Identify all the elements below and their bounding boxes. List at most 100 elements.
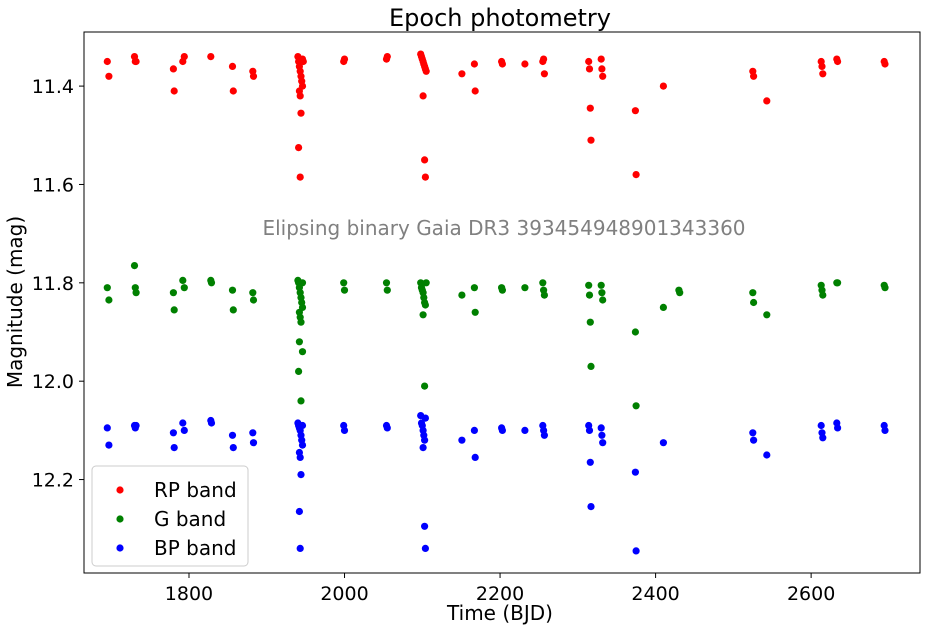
data-point: [103, 57, 111, 66]
x-tick-label: 2000: [320, 583, 368, 605]
data-point: [632, 171, 640, 179]
data-point: [586, 104, 594, 112]
x-tick-label: 2600: [787, 583, 835, 605]
data-point: [631, 328, 640, 336]
data-point: [207, 419, 216, 427]
data-point: [540, 70, 549, 78]
data-point: [834, 424, 842, 432]
data-point: [249, 289, 257, 297]
data-point: [598, 431, 606, 439]
data-point: [295, 367, 303, 375]
data-point: [521, 284, 529, 292]
data-point: [819, 434, 827, 442]
data-point: [498, 60, 506, 68]
data-point: [470, 426, 478, 434]
data-point: [297, 471, 305, 479]
data-point: [170, 87, 178, 95]
data-point: [297, 318, 305, 326]
legend-box: [91, 465, 249, 567]
data-point: [103, 424, 111, 432]
data-point: [597, 281, 605, 289]
data-point: [458, 291, 466, 299]
y-tick-label: 12.2: [32, 470, 74, 492]
legend-label: BP band: [154, 536, 236, 560]
data-point: [383, 286, 391, 294]
data-point: [763, 451, 771, 459]
data-point: [207, 279, 216, 287]
data-point: [676, 289, 684, 297]
data-point: [587, 136, 595, 144]
data-point: [763, 311, 771, 319]
data-point: [597, 55, 605, 63]
data-point: [750, 436, 758, 444]
data-point: [296, 453, 304, 461]
data-point: [298, 279, 307, 287]
data-point: [295, 144, 303, 152]
data-point: [631, 107, 640, 115]
data-point: [750, 298, 758, 307]
x-tick-label: 1800: [165, 583, 213, 605]
data-point: [298, 348, 307, 356]
data-point: [169, 65, 177, 73]
data-point: [340, 426, 349, 434]
data-point: [471, 308, 479, 316]
data-point: [419, 444, 427, 452]
data-point: [540, 431, 549, 439]
data-point: [421, 301, 429, 309]
data-point: [539, 279, 547, 287]
data-point: [599, 439, 607, 447]
data-point: [587, 503, 595, 511]
data-point: [132, 57, 140, 66]
data-point: [421, 382, 429, 390]
y-tick-label: 12.0: [32, 371, 74, 393]
data-point: [421, 436, 429, 444]
data-point: [383, 53, 391, 61]
data-point: [421, 522, 429, 530]
legend-marker: [116, 486, 124, 494]
data-point: [249, 72, 258, 80]
data-point: [470, 284, 478, 292]
data-point: [819, 291, 827, 299]
data-point: [421, 173, 429, 181]
data-point: [659, 439, 668, 447]
data-point: [659, 303, 668, 311]
data-point: [340, 55, 349, 63]
data-point: [180, 284, 188, 292]
chart-title: Epoch photometry: [389, 4, 611, 32]
data-point: [179, 419, 187, 427]
data-point: [132, 421, 140, 430]
data-point: [585, 291, 594, 299]
data-point: [834, 57, 842, 66]
data-point: [228, 62, 237, 70]
data-point: [295, 507, 303, 516]
data-point: [169, 429, 177, 437]
data-point: [597, 424, 605, 432]
data-point: [228, 286, 237, 294]
data-point: [585, 57, 593, 66]
data-point: [298, 421, 307, 430]
plot-frame: [83, 31, 921, 574]
data-point: [207, 53, 215, 61]
data-point: [229, 87, 237, 95]
data-point: [382, 279, 391, 287]
data-point: [458, 70, 466, 78]
data-point: [180, 53, 188, 61]
data-point: [763, 97, 771, 105]
x-axis-ticks: 1800 2000 2200 2400 2600: [165, 573, 835, 605]
y-axis-label: Magnitude (mag): [3, 216, 27, 388]
data-point: [228, 431, 237, 439]
data-point: [105, 72, 113, 80]
points-layer: [103, 50, 889, 555]
data-point: [295, 338, 303, 346]
data-point: [132, 289, 140, 297]
data-point: [521, 60, 529, 68]
data-point: [296, 92, 304, 100]
y-axis-ticks: 11.4 11.6 11.8 12.0 12.2: [32, 76, 84, 492]
data-point: [298, 441, 307, 449]
y-tick-label: 11.4: [32, 76, 74, 98]
data-point: [585, 426, 594, 434]
data-point: [585, 65, 594, 73]
y-tick-label: 11.8: [32, 273, 74, 295]
data-point: [540, 291, 549, 299]
